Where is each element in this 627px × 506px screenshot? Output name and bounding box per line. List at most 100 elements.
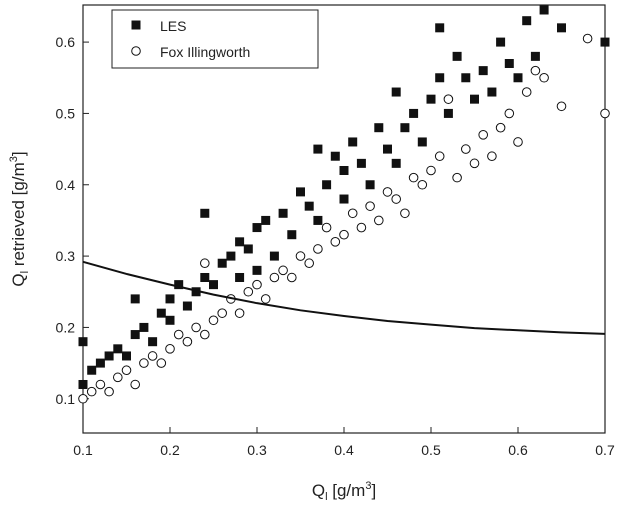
data-point [470,94,479,104]
data-point [322,180,332,190]
data-point [522,16,532,26]
data-point [260,294,271,304]
data-point [391,158,401,168]
data-point [330,151,340,161]
data-point [278,208,288,218]
data-point [409,108,419,118]
data-point [356,158,366,168]
data-point [313,244,323,254]
data-point [478,130,489,140]
data-point [95,358,105,368]
data-point [252,223,262,233]
x-tick-label: 0.7 [595,442,615,458]
legend-marker [131,46,141,56]
x-tick-label: 0.4 [334,442,354,458]
data-point [435,73,445,83]
x-label-rest: [g/m [328,481,366,500]
plot-frame [82,4,606,434]
x-tick-label: 0.5 [421,442,441,458]
data-point [217,308,227,318]
data-point [252,279,262,290]
data-point [87,365,97,375]
data-point [174,280,184,290]
data-point [165,315,175,325]
data-point [252,265,262,275]
data-point [278,265,288,276]
data-point [139,358,149,368]
data-point [130,379,140,390]
data-point [365,180,375,190]
data-point [287,272,297,283]
x-label-sup: 3 [365,480,371,492]
data-point [182,301,192,311]
x-tick-label: 0.3 [247,442,267,458]
data-point [557,23,566,33]
data-point [417,179,428,190]
data-point [521,87,532,97]
data-point [182,336,193,347]
data-point [356,222,367,233]
data-point [304,201,314,211]
y-label-end: ] [9,151,28,156]
data-point [400,123,410,133]
data-point [539,5,549,15]
y-axis-label: Ql retrieved [g/m3] [8,151,31,286]
data-point [530,65,541,76]
data-point [200,272,210,282]
data-point [487,87,497,97]
y-label-sup: 3 [8,156,20,162]
data-point [382,187,393,197]
data-point [269,251,279,261]
data-point [243,286,254,297]
data-point [374,215,384,226]
data-point [374,123,384,133]
data-point [452,172,462,183]
data-point [417,137,427,147]
x-label-sub: l [325,491,327,503]
data-point [78,337,88,347]
data-point [348,137,358,147]
data-point [339,165,349,175]
data-point [104,351,114,361]
data-point [452,51,462,61]
data-point [130,294,140,304]
y-tick-label: 0.4 [56,177,76,193]
data-point [426,94,436,104]
data-point [208,315,219,326]
data-point [600,108,610,119]
data-point [147,351,158,361]
data-point [78,393,88,404]
data-point [269,272,280,283]
data-point [148,337,158,347]
data-point [426,165,436,176]
data-point [530,51,540,61]
data-point [156,358,167,368]
data-point [513,137,523,147]
data-point [504,58,514,68]
data-point [234,308,245,318]
data-point [469,158,480,169]
y-label-main: Q [9,273,28,286]
data-point [443,94,454,104]
data-point [304,258,315,269]
data-point [235,272,245,282]
data-point [556,101,567,112]
data-point [408,172,419,183]
data-point [95,379,106,390]
data-point [435,23,445,33]
data-point [200,208,210,218]
data-point [104,386,114,397]
y-tick-label: 0.2 [56,319,76,335]
y-label-sub: l [19,271,31,273]
x-tick-label: 0.6 [508,442,528,458]
data-point [261,215,271,225]
data-point [365,201,375,211]
data-point [383,144,392,154]
data-point [121,365,132,376]
data-point [217,258,227,268]
data-point [243,244,253,254]
data-point [391,194,402,204]
x-axis-label: Ql [g/m3] [312,480,376,503]
data-point [313,144,323,154]
data-point [165,294,175,304]
